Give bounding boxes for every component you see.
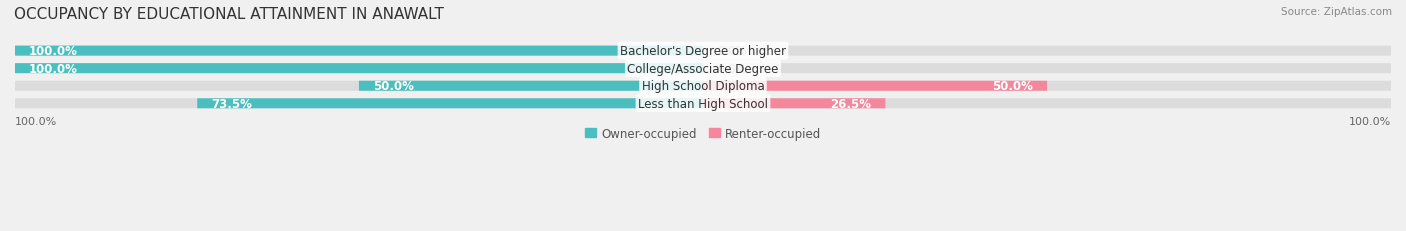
FancyBboxPatch shape: [15, 46, 703, 56]
Text: 50.0%: 50.0%: [373, 80, 413, 93]
Text: 100.0%: 100.0%: [15, 116, 58, 126]
Text: Less than High School: Less than High School: [638, 97, 768, 110]
Text: 100.0%: 100.0%: [28, 62, 77, 75]
Text: Source: ZipAtlas.com: Source: ZipAtlas.com: [1281, 7, 1392, 17]
Text: 50.0%: 50.0%: [993, 80, 1033, 93]
Text: 100.0%: 100.0%: [28, 45, 77, 58]
Text: Bachelor's Degree or higher: Bachelor's Degree or higher: [620, 45, 786, 58]
Text: 100.0%: 100.0%: [1348, 116, 1391, 126]
Text: College/Associate Degree: College/Associate Degree: [627, 62, 779, 75]
Text: 26.5%: 26.5%: [831, 97, 872, 110]
Text: 0.0%: 0.0%: [717, 62, 747, 75]
FancyBboxPatch shape: [703, 99, 886, 109]
FancyBboxPatch shape: [15, 64, 1391, 74]
FancyBboxPatch shape: [15, 99, 1391, 109]
Text: OCCUPANCY BY EDUCATIONAL ATTAINMENT IN ANAWALT: OCCUPANCY BY EDUCATIONAL ATTAINMENT IN A…: [14, 7, 444, 22]
Legend: Owner-occupied, Renter-occupied: Owner-occupied, Renter-occupied: [579, 123, 827, 145]
FancyBboxPatch shape: [359, 81, 703, 91]
Text: 0.0%: 0.0%: [717, 45, 747, 58]
FancyBboxPatch shape: [15, 46, 1391, 56]
FancyBboxPatch shape: [703, 81, 1047, 91]
FancyBboxPatch shape: [15, 64, 703, 74]
Text: High School Diploma: High School Diploma: [641, 80, 765, 93]
FancyBboxPatch shape: [15, 81, 1391, 91]
Text: 73.5%: 73.5%: [211, 97, 252, 110]
FancyBboxPatch shape: [197, 99, 703, 109]
